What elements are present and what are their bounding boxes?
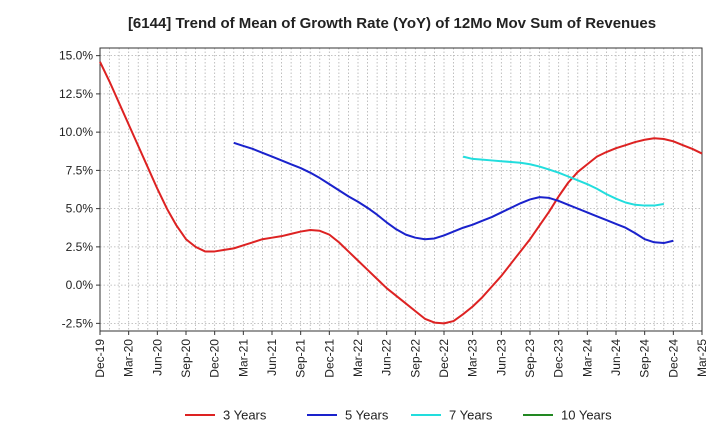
x-tick-label: Dec-21 bbox=[322, 339, 336, 378]
x-tick-label: Mar-25 bbox=[695, 339, 709, 377]
x-tick-label: Mar-22 bbox=[351, 339, 365, 377]
legend-label: 10 Years bbox=[561, 408, 612, 423]
y-tick-label: 15.0% bbox=[59, 49, 93, 63]
x-tick-label: Sep-22 bbox=[408, 339, 422, 378]
y-tick-label: 10.0% bbox=[59, 125, 93, 139]
x-tick-label: Sep-20 bbox=[179, 339, 193, 378]
x-tick-label: Mar-21 bbox=[236, 339, 250, 377]
y-tick-label: 7.5% bbox=[66, 163, 94, 177]
chart-title: [6144] Trend of Mean of Growth Rate (YoY… bbox=[128, 15, 656, 32]
legend-label: 5 Years bbox=[345, 408, 389, 423]
series-line-7-years bbox=[462, 155, 664, 207]
axes: 15.0% 12.5% 10.0% 7.5% 5.0% 2.5% 0.0% -2.5% Dec-… bbox=[59, 47, 709, 378]
x-tick-label: Mar-24 bbox=[580, 339, 594, 377]
x-tick-label: Jun-22 bbox=[380, 339, 394, 376]
y-tick-label: 2.5% bbox=[66, 240, 94, 254]
x-tick-label: Sep-23 bbox=[523, 339, 537, 378]
y-tick-label: 5.0% bbox=[66, 202, 94, 216]
series-line-5-years bbox=[233, 141, 674, 245]
series-line-3-years bbox=[99, 61, 703, 325]
y-tick-label: 12.5% bbox=[59, 87, 93, 101]
x-tick-label: Dec-20 bbox=[208, 339, 222, 378]
x-tick-label: Dec-19 bbox=[93, 339, 107, 378]
legend-label: 3 Years bbox=[223, 408, 267, 423]
x-tick-label: Dec-22 bbox=[437, 339, 451, 378]
legend-label: 7 Years bbox=[449, 408, 493, 423]
x-tick-label: Mar-23 bbox=[466, 339, 480, 377]
x-tick-label: Mar-20 bbox=[122, 339, 136, 377]
x-tick-label: Jun-24 bbox=[609, 339, 623, 376]
plot-frame bbox=[99, 47, 703, 332]
y-tick-label: 0.0% bbox=[66, 278, 94, 292]
x-tick-label: Jun-23 bbox=[494, 339, 508, 376]
x-tick-label: Jun-21 bbox=[265, 339, 279, 376]
series-lines bbox=[99, 61, 703, 325]
x-tick-label: Sep-24 bbox=[638, 339, 652, 378]
x-tick-label: Sep-21 bbox=[294, 339, 308, 378]
legend: 3 Years 5 Years 7 Years 10 Years bbox=[185, 408, 612, 423]
y-tick-label: -2.5% bbox=[62, 316, 94, 330]
x-tick-label: Dec-24 bbox=[666, 339, 680, 378]
gridlines bbox=[99, 48, 703, 331]
x-tick-label: Jun-20 bbox=[150, 339, 164, 376]
x-tick-label: Dec-23 bbox=[552, 339, 566, 378]
